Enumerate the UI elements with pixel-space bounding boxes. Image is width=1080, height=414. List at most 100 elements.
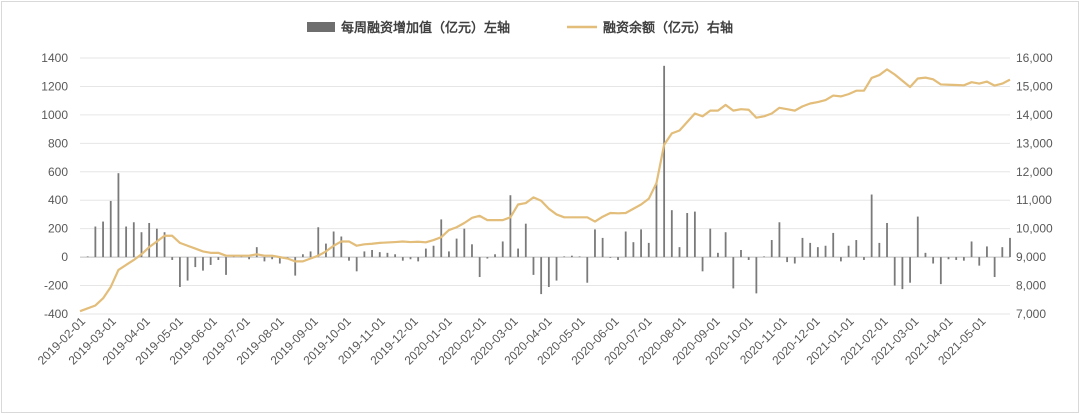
bar (217, 257, 220, 260)
bar (1001, 247, 1004, 258)
bar (117, 173, 120, 258)
bar (532, 257, 535, 275)
left-tick-label: 200 (48, 222, 68, 236)
bar (763, 256, 765, 258)
bar (163, 232, 166, 258)
bar (278, 257, 281, 264)
bar (363, 251, 366, 258)
bar (686, 213, 689, 258)
left-tick-label: 1200 (41, 79, 68, 93)
left-tick-label: 400 (48, 193, 68, 207)
right-tick-label: 12,000 (1016, 165, 1053, 179)
bar (770, 240, 773, 258)
bar (471, 244, 473, 258)
bar (455, 238, 458, 258)
bar (317, 227, 320, 258)
left-tick-label: 600 (48, 165, 68, 179)
bar (555, 257, 558, 281)
bar (916, 216, 919, 258)
bar (547, 257, 550, 287)
bar (801, 237, 804, 258)
bar (893, 257, 896, 286)
bar (255, 247, 258, 258)
bar (540, 257, 543, 295)
bar (340, 236, 343, 258)
bar (732, 257, 735, 289)
bar (578, 256, 581, 258)
bar (978, 257, 981, 266)
left-tick-label: 1400 (41, 51, 68, 65)
bar (209, 257, 212, 265)
bar (509, 195, 512, 258)
bar (86, 256, 89, 258)
x-axis-ticks: 2019-02-012019-03-012019-04-012019-05-01… (35, 314, 989, 368)
bar (962, 257, 965, 261)
bar (394, 254, 397, 258)
bar (355, 257, 358, 272)
bar (463, 228, 466, 258)
bar (947, 257, 950, 260)
right-tick-label: 16,000 (1016, 51, 1053, 65)
bar (955, 257, 958, 260)
legend-swatch-bars (307, 22, 335, 32)
bar (793, 257, 796, 264)
bar (594, 229, 596, 258)
bar (970, 241, 973, 258)
bar (778, 222, 781, 258)
bar (863, 257, 865, 260)
bar (624, 231, 627, 258)
bar (478, 257, 481, 278)
bar (901, 257, 904, 290)
bar (640, 229, 642, 258)
bar (517, 248, 519, 258)
bar (724, 232, 727, 258)
bar (740, 250, 742, 258)
bar (1009, 237, 1011, 258)
bar (709, 228, 712, 258)
bar (924, 252, 927, 258)
bar (786, 257, 789, 263)
right-tick-label: 9,000 (1016, 250, 1046, 264)
right-tick-label: 7,000 (1016, 307, 1046, 321)
weekly-increase-bars (86, 65, 1011, 295)
left-axis-ticks: -400 -200 0 200 400 600 800 1000 1200 1400 (41, 51, 68, 321)
bar (132, 222, 135, 258)
bar (332, 231, 335, 258)
bar (609, 257, 612, 258)
bar (171, 257, 174, 260)
bar (993, 257, 996, 278)
bar (271, 257, 274, 260)
bar (571, 255, 573, 258)
bar (824, 245, 827, 258)
bar (670, 210, 673, 258)
bar (809, 242, 812, 258)
bar (870, 194, 873, 258)
bar (986, 246, 988, 258)
bar (678, 247, 681, 258)
bar (155, 228, 158, 258)
bar (701, 257, 704, 272)
bar (878, 242, 881, 258)
bar (294, 257, 297, 276)
bar (886, 222, 888, 258)
bar (939, 257, 942, 285)
bar (309, 251, 312, 258)
right-tick-label: 8,000 (1016, 279, 1046, 293)
left-tick-label: 1000 (41, 108, 68, 122)
bar (202, 257, 204, 271)
bar (417, 257, 420, 262)
bar (225, 257, 227, 275)
bar (816, 247, 819, 258)
bar (840, 257, 842, 262)
bar (102, 221, 104, 258)
bar (179, 257, 181, 287)
left-tick-label: 0 (61, 250, 68, 264)
bar (401, 257, 404, 261)
bar (647, 242, 650, 258)
right-tick-label: 15,000 (1016, 79, 1053, 93)
bar (432, 245, 435, 258)
left-tick-label: -400 (44, 307, 68, 321)
right-tick-label: 14,000 (1016, 108, 1053, 122)
